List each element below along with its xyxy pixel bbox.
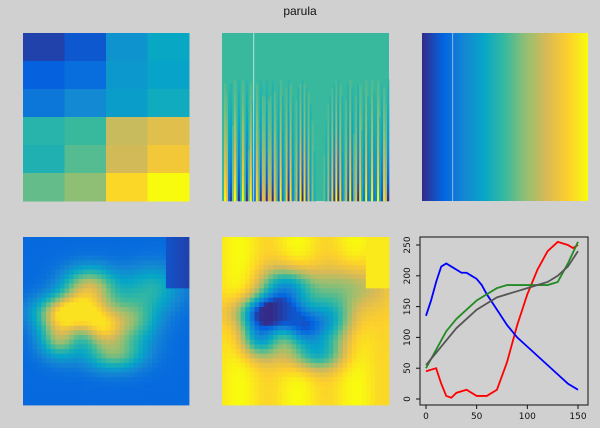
- panel-heatmap-1: [23, 237, 190, 406]
- y-tick-label: 100: [403, 329, 413, 346]
- series-line-2: [425, 241, 579, 369]
- x-tick-label: 50: [471, 412, 483, 422]
- x-tick-label: 100: [519, 412, 536, 422]
- grid-cell: [64, 61, 107, 90]
- grid-cell: [147, 117, 190, 146]
- grid-cell: [106, 89, 148, 118]
- grid-cell: [106, 33, 148, 62]
- y-tick-label: 150: [403, 298, 413, 315]
- series-line-3: [425, 250, 579, 366]
- panel-heatmap-2: [222, 237, 390, 406]
- grid-cell: [23, 145, 65, 174]
- grid-cell: [147, 33, 190, 62]
- grid-cell: [64, 173, 107, 202]
- x-tick-label: 150: [569, 412, 586, 422]
- grid-cell: [147, 173, 190, 202]
- grid-cell: [64, 33, 107, 62]
- chart-title: parula: [283, 4, 317, 18]
- grid-cell: [64, 117, 107, 146]
- grid-cell: [23, 117, 65, 146]
- grid-cell: [23, 89, 65, 118]
- plot-frame: [419, 236, 589, 406]
- panel-gradient: [422, 33, 588, 201]
- grid-cell: [106, 117, 148, 146]
- grid-cell: [147, 89, 190, 118]
- series-line-0: [425, 240, 579, 399]
- grid-cell: [106, 173, 148, 202]
- y-tick-label: 200: [403, 267, 413, 284]
- y-tick-label: 250: [403, 236, 413, 253]
- grid-cell: [23, 173, 65, 202]
- grid-cell: [147, 61, 190, 90]
- grid-cell: [106, 145, 148, 174]
- panel-grid-pattern: [23, 33, 190, 202]
- grid-cell: [64, 145, 107, 174]
- grid-cell: [106, 61, 148, 90]
- x-tick-label: 0: [423, 412, 429, 422]
- series-line-1: [425, 262, 579, 391]
- gradient-fill: [422, 33, 588, 201]
- grid-cell: [23, 33, 65, 62]
- grid-cell: [64, 89, 107, 118]
- grid-cell: [147, 145, 190, 174]
- y-tick-label: 50: [403, 362, 413, 374]
- grid-cell: [23, 61, 65, 90]
- y-tick-label: 0: [403, 396, 413, 402]
- panel-stripes: [222, 33, 390, 202]
- panel-line-chart: 0 50 100 150 0 50 100 150 200 250: [403, 236, 589, 422]
